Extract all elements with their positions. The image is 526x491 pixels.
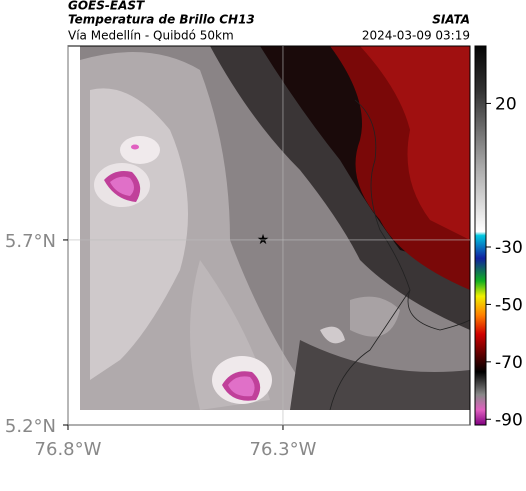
colorbar-tick-label: -50 xyxy=(495,295,523,315)
x-tick-label: 76.8°W xyxy=(35,439,102,460)
colorbar-tick-label: -30 xyxy=(495,238,523,258)
timestamp: 2024-03-09 03:19 xyxy=(362,29,470,43)
x-tick-label: 76.3°W xyxy=(250,439,317,460)
colorbar xyxy=(474,45,487,426)
title: Temperatura de Brillo CH13 xyxy=(68,13,255,27)
brightness-field xyxy=(80,46,470,410)
y-tick-label: 5.2°N xyxy=(5,416,56,437)
y-tick-label: 5.7°N xyxy=(5,231,56,252)
colorbar-tick-label: -90 xyxy=(495,410,523,430)
source: SIATA xyxy=(432,13,470,27)
colorbar-tick-label: 20 xyxy=(495,94,517,114)
product: GOES-EAST xyxy=(68,0,145,13)
subtitle: Vía Medellín - Quibdó 50km xyxy=(68,29,234,43)
colorbar-tick-label: -70 xyxy=(495,353,523,373)
